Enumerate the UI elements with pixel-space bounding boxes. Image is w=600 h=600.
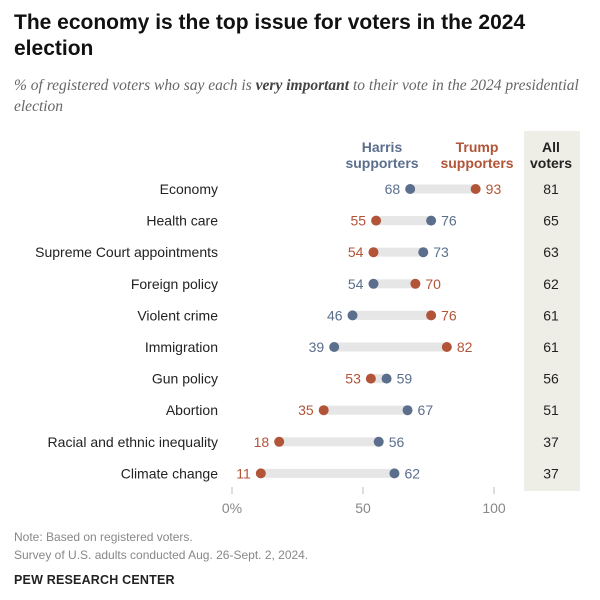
trump-value-label: 93	[486, 181, 502, 197]
category-label: Racial and ethnic inequality	[48, 434, 218, 450]
category-label: Immigration	[145, 339, 218, 355]
category-label: Supreme Court appointments	[35, 244, 218, 260]
all-voters-value: 65	[543, 213, 559, 229]
connector-bar	[376, 216, 432, 226]
all-voters-value: 63	[543, 244, 559, 260]
trump-dot	[410, 278, 421, 289]
subtitle-pre: % of registered voters who say each is	[14, 77, 256, 94]
harris-value-label: 46	[327, 307, 343, 323]
trump-dot	[274, 436, 285, 447]
all-voters-value: 81	[543, 181, 559, 197]
harris-value-label: 54	[348, 276, 364, 292]
harris-dot	[426, 215, 437, 226]
x-tick-label: 50	[355, 500, 371, 516]
trump-value-label: 76	[441, 307, 457, 323]
trump-dot	[255, 468, 266, 479]
harris-dot	[347, 310, 358, 321]
all-voters-value: 61	[543, 307, 559, 323]
source-text: Survey of U.S. adults conducted Aug. 26-…	[14, 548, 309, 562]
note-text: Note: Based on registered voters.	[14, 530, 193, 544]
trump-dot	[426, 310, 437, 321]
all-voters-value: 56	[543, 371, 559, 387]
subtitle-post: to their vote in the 2024 presidential e…	[14, 77, 579, 115]
trump-value-label: 35	[298, 402, 314, 418]
connector-bar	[323, 405, 408, 415]
harris-value-label: 59	[397, 371, 413, 387]
harris-value-label: 67	[418, 402, 434, 418]
connector-bar	[410, 184, 476, 194]
trump-value-label: 11	[236, 465, 251, 481]
harris-dot	[405, 184, 416, 194]
category-label: Violent crime	[137, 307, 218, 323]
subtitle-emphasis: very important	[255, 77, 350, 94]
trump-value-label: 55	[351, 213, 367, 229]
legend-harris-supporters: Harris supporters	[345, 139, 418, 171]
trump-value-label: 54	[348, 244, 364, 260]
category-label: Climate change	[121, 465, 218, 481]
trump-value-label: 18	[254, 434, 270, 450]
all-voters-value: 51	[543, 402, 559, 418]
connector-bar	[373, 247, 424, 257]
connector-bar	[352, 310, 432, 320]
category-label: Economy	[160, 181, 218, 197]
harris-value-label: 62	[404, 465, 420, 481]
harris-dot	[373, 436, 384, 447]
harris-value-label: 76	[441, 213, 457, 229]
x-tick-label: 100	[482, 500, 506, 516]
harris-value-label: 39	[309, 339, 325, 355]
trump-value-label: 53	[345, 371, 361, 387]
chart-subtitle: % of registered voters who say each is v…	[14, 75, 584, 117]
brand-label: PEW RESEARCH CENTER	[14, 573, 175, 587]
trump-value-label: 82	[457, 339, 473, 355]
harris-dot	[381, 373, 392, 384]
all-voters-value: 37	[543, 465, 559, 481]
harris-dot	[329, 342, 340, 352]
chart-title: The economy is the top issue for voters …	[14, 11, 526, 60]
trump-dot	[371, 215, 382, 226]
harris-value-label: 56	[389, 434, 405, 450]
harris-dot	[368, 278, 379, 289]
trump-dot	[365, 373, 376, 384]
connector-bar	[260, 468, 395, 478]
all-voters-value: 37	[543, 434, 559, 450]
trump-dot	[318, 405, 329, 416]
harris-dot	[389, 468, 400, 479]
trump-value-label: 70	[425, 276, 441, 292]
trump-dot	[470, 184, 481, 194]
connector-bar	[279, 437, 379, 447]
category-label: Gun policy	[152, 371, 218, 387]
trump-dot	[441, 342, 452, 352]
category-label: Abortion	[166, 402, 218, 418]
chart-note: Note: Based on registered voters. Survey…	[14, 528, 308, 564]
all-voters-column-bg	[524, 131, 580, 491]
category-label: Health care	[146, 213, 218, 229]
x-tick-label: 0%	[222, 500, 242, 516]
trump-dot	[368, 247, 379, 258]
connector-bar	[334, 342, 447, 352]
harris-dot	[402, 405, 413, 416]
column-header-all-voters: All voters	[530, 139, 572, 171]
harris-dot	[418, 247, 429, 258]
connector-bar	[373, 279, 416, 289]
connector-bar	[370, 374, 387, 384]
all-voters-value: 61	[543, 339, 559, 355]
category-label: Foreign policy	[131, 276, 218, 292]
legend-trump-supporters: Trump supporters	[440, 139, 513, 171]
harris-value-label: 68	[385, 181, 401, 197]
harris-value-label: 73	[433, 244, 449, 260]
all-voters-value: 62	[543, 276, 559, 292]
